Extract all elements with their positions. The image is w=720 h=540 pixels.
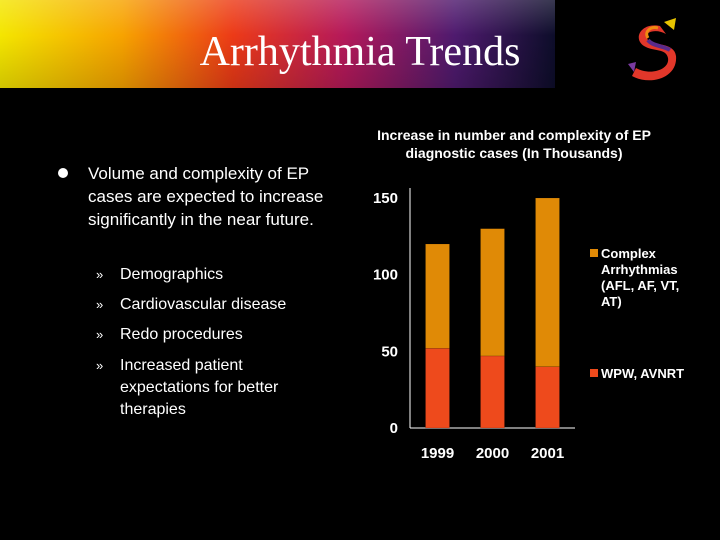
x-tick-label: 1999	[421, 445, 454, 462]
y-tick-label: 150	[373, 190, 398, 207]
x-tick-label: 2001	[531, 445, 564, 462]
legend-swatch-complex	[590, 249, 598, 257]
page-title: Arrhythmia Trends	[199, 29, 521, 75]
bar-wpw-2000	[480, 355, 505, 429]
bar-wpw-1999	[425, 348, 450, 429]
bar-complex-1999	[425, 243, 450, 349]
bar-complex-2000	[480, 228, 505, 357]
title-banner	[0, 0, 555, 88]
chart-title: Increase in number and complexity of EP d…	[377, 127, 651, 161]
sub-bullet-text: Demographics	[120, 266, 224, 283]
bar-wpw-2001	[535, 366, 560, 429]
y-tick-label: 50	[381, 343, 398, 360]
sub-bullet-marker: »	[96, 358, 104, 373]
sub-bullet-text: Cardiovascular disease	[120, 296, 287, 313]
legend-label-wpw: WPW, AVNRT	[601, 366, 684, 381]
logo-icon	[628, 18, 677, 81]
y-tick-label: 100	[373, 267, 398, 284]
stacked-bar-chart: Increase in number and complexity of EP d…	[373, 127, 684, 462]
title-banner-shade	[0, 0, 555, 88]
legend-swatch-wpw	[590, 369, 598, 377]
y-tick-label: 0	[390, 420, 398, 437]
x-tick-label: 2000	[476, 445, 509, 462]
sub-bullet-text: Increased patient expectations for bette…	[120, 357, 279, 418]
sub-bullet-text: Redo procedures	[120, 326, 243, 343]
sub-bullet-marker: »	[96, 327, 104, 342]
sub-bullet-marker: »	[96, 297, 104, 312]
bullet-dot-icon	[58, 168, 68, 178]
legend-label-complex: Complex Arrhythmias (AFL, AF, VT, AT)	[601, 246, 679, 309]
bar-complex-2001	[535, 197, 560, 367]
bullet-main-text: Volume and complexity of EP cases are ex…	[88, 164, 324, 229]
sub-bullet-marker: »	[96, 267, 104, 282]
